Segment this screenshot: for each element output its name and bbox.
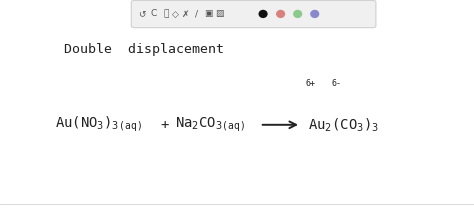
- Text: 6+: 6+: [305, 79, 316, 88]
- Ellipse shape: [276, 10, 285, 18]
- Ellipse shape: [310, 10, 319, 18]
- Text: ✗: ✗: [182, 9, 190, 19]
- Text: Au$_2$(CO$_3$)$_3$: Au$_2$(CO$_3$)$_3$: [308, 116, 379, 134]
- Text: 6-: 6-: [331, 79, 342, 88]
- Text: Double  displacement: Double displacement: [64, 43, 224, 56]
- Text: ↺: ↺: [138, 9, 146, 19]
- Text: /: /: [195, 9, 198, 19]
- Text: +: +: [161, 118, 169, 132]
- Text: ◇: ◇: [172, 9, 179, 19]
- Text: Na$_2$CO$_3$$_{\mathregular{(aq)}}$: Na$_2$CO$_3$$_{\mathregular{(aq)}}$: [175, 116, 246, 134]
- Text: ▨: ▨: [215, 9, 223, 19]
- Text: ↈ: ↈ: [163, 9, 169, 19]
- Ellipse shape: [293, 10, 302, 18]
- Ellipse shape: [258, 10, 268, 18]
- Text: Au(NO$_3$)$_3$$_{\mathregular{(aq)}}$: Au(NO$_3$)$_3$$_{\mathregular{(aq)}}$: [55, 115, 142, 134]
- FancyBboxPatch shape: [131, 0, 376, 28]
- Text: C: C: [151, 9, 157, 19]
- Text: ▣: ▣: [204, 9, 213, 19]
